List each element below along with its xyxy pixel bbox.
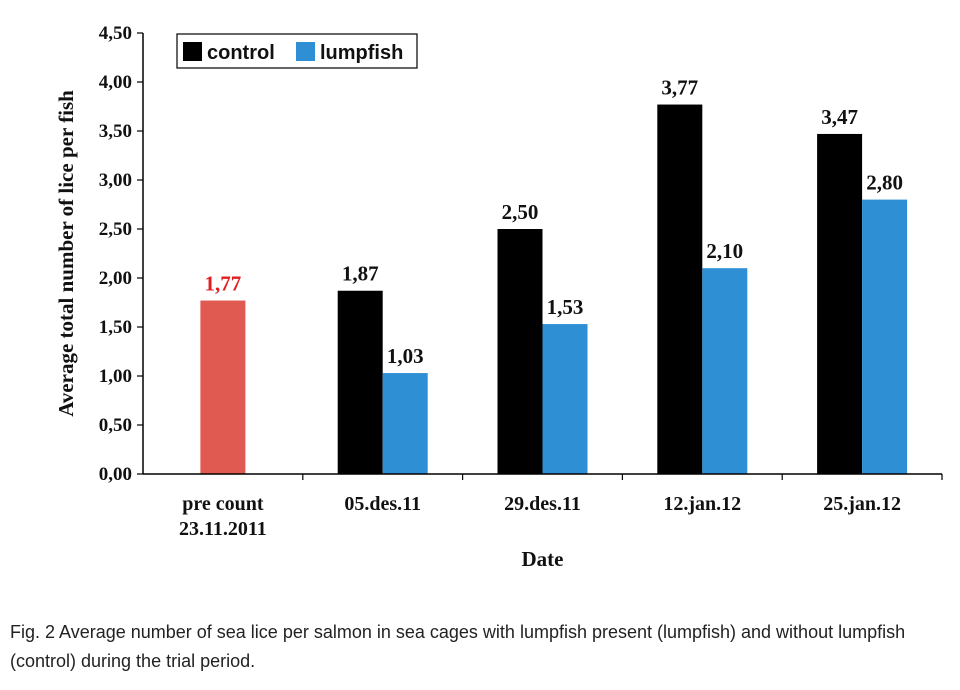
- y-tick-label: 4,50: [99, 23, 132, 44]
- bar-lumpfish: [382, 373, 428, 474]
- bar-control: [657, 104, 703, 474]
- bar-lumpfish: [702, 268, 748, 474]
- data-label-lumpfish: 2,80: [866, 171, 903, 195]
- legend-label-control: control: [207, 42, 275, 64]
- legend-swatch-lumpfish: [296, 42, 315, 61]
- y-axis-title: Average total number of lice per fish: [54, 90, 78, 417]
- bar-precount: [200, 300, 246, 474]
- x-category-label: 05.des.11: [344, 493, 421, 515]
- data-label-control: 3,47: [821, 105, 858, 129]
- bar-lumpfish: [542, 324, 588, 474]
- data-label-control: 2,50: [502, 200, 539, 224]
- y-axis-ticks: 0,00 0,50 1,00 1,50 2,00 2,50 3,00 3,50 4,00 4,50: [99, 23, 143, 485]
- legend: control lumpfish: [176, 33, 418, 69]
- bar-control: [337, 290, 383, 474]
- legend-swatch-control: [183, 42, 202, 61]
- x-category-label: 12.jan.12: [663, 493, 741, 515]
- bar-control: [497, 229, 543, 474]
- y-tick-label: 2,00: [99, 268, 132, 289]
- data-label-control: 3,77: [661, 76, 698, 100]
- bar-lumpfish: [862, 199, 908, 474]
- data-label-control: 1,87: [342, 262, 379, 286]
- y-tick-label: 4,00: [99, 72, 132, 93]
- x-axis-categories: pre count 23.11.2011 05.des.11 29.des.11 12.…: [179, 474, 943, 540]
- data-label-lumpfish: 1,53: [547, 295, 584, 319]
- x-axis-title: Date: [522, 547, 564, 571]
- legend-label-lumpfish: lumpfish: [320, 42, 403, 64]
- data-labels: 1,77 1,87 2,50 3,77 3,47 1,03 1,53 2,10 2,80: [205, 76, 903, 369]
- y-tick-label: 1,00: [99, 366, 132, 387]
- y-tick-label: 1,50: [99, 317, 132, 338]
- x-category-label: 25.jan.12: [823, 493, 901, 515]
- x-category-label: pre count: [182, 493, 264, 515]
- bar-control: [817, 133, 863, 474]
- y-tick-label: 3,50: [99, 121, 132, 142]
- x-category-label: 29.des.11: [504, 493, 581, 515]
- data-label-lumpfish: 1,03: [387, 344, 424, 368]
- data-label-lumpfish: 2,10: [706, 239, 743, 263]
- y-tick-label: 0,50: [99, 415, 132, 436]
- x-category-label: 23.11.2011: [179, 518, 267, 540]
- data-label-precount: 1,77: [205, 272, 242, 296]
- bars: [200, 104, 908, 474]
- y-tick-label: 3,00: [99, 170, 132, 191]
- figure-caption: Fig. 2 Average number of sea lice per sa…: [10, 622, 906, 671]
- y-tick-label: 0,00: [99, 464, 132, 485]
- y-tick-label: 2,50: [99, 219, 132, 240]
